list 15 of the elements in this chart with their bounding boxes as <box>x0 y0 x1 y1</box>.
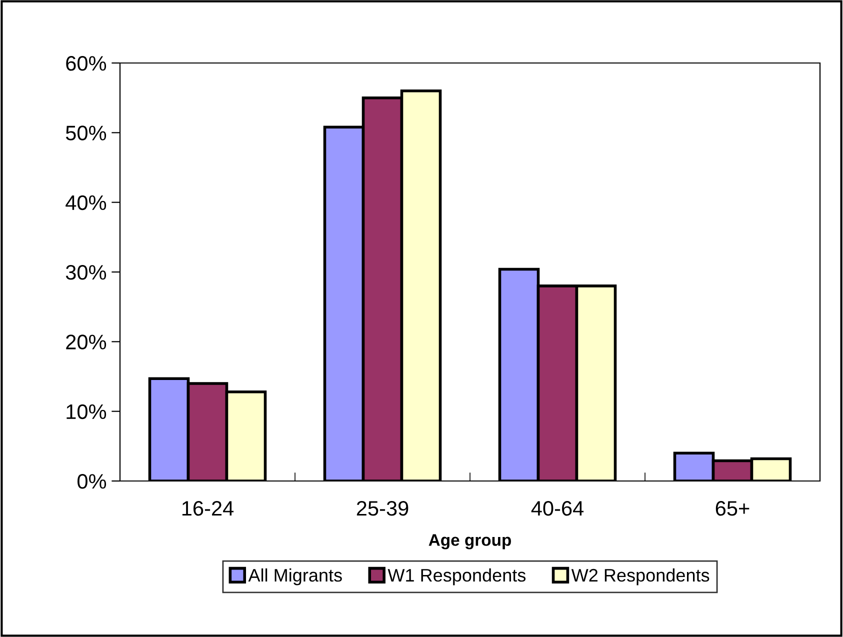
y-tick-label: 60% <box>66 56 106 71</box>
y-tick-label: 0% <box>78 474 106 489</box>
x-tick-label: 16-24 <box>182 500 234 516</box>
legend-label: All Migrants <box>248 568 342 586</box>
legend-label: W2 Respondents <box>571 568 710 586</box>
x-tick-label: 25-39 <box>356 500 408 516</box>
x-tick-label: 40-64 <box>531 500 584 516</box>
y-tick-label: 40% <box>66 195 106 210</box>
y-tick-label: 30% <box>66 265 106 280</box>
y-tick-label: 20% <box>66 334 106 350</box>
y-tick-label: 50% <box>66 126 106 140</box>
legend-label: W1 Respondents <box>388 568 526 586</box>
x-axis-title: Age group <box>428 534 511 550</box>
y-tick-label: 10% <box>66 404 106 420</box>
x-tick-label: 65+ <box>716 500 750 516</box>
